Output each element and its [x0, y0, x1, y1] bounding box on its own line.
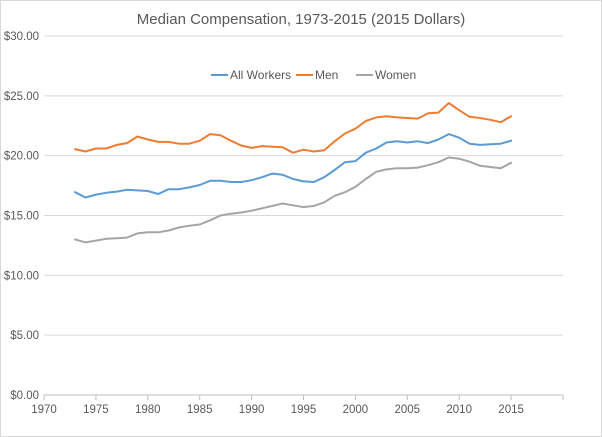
series-line-women	[74, 156, 513, 244]
legend-label: All Workers	[230, 68, 291, 82]
legend: All Workers Men Women	[211, 68, 416, 82]
x-tick-label: 2000	[343, 404, 369, 416]
x-tick-label: 1990	[239, 404, 265, 416]
y-tick-label: $20.00	[4, 151, 39, 163]
x-tick-label: 1980	[135, 404, 161, 416]
x-tick-label: 2015	[498, 404, 524, 416]
series-line-all-workers	[74, 133, 513, 199]
y-tick-label: $10.00	[4, 270, 39, 282]
y-tick-label: $0.00	[10, 390, 39, 402]
gridlines	[44, 35, 563, 396]
y-tick-label: $5.00	[10, 330, 39, 342]
series-line-men	[74, 102, 513, 154]
chart-title: Median Compensation, 1973-2015 (2015 Dol…	[137, 11, 466, 28]
x-tick-label: 1995	[291, 404, 317, 416]
x-tick-label: 2005	[395, 404, 421, 416]
legend-label: Women	[375, 68, 416, 82]
x-tick-label: 2010	[446, 404, 472, 416]
legend-label: Men	[315, 68, 338, 82]
x-axis-tick-labels: 1970 1975 1980 1985 1990 1995 2000 2005 2010 2015	[31, 395, 564, 416]
x-tick-label: 1975	[83, 404, 109, 416]
y-axis-tick-labels: $0.00 $5.00 $10.00 $15.00 $20.00 $25.00 $30.00	[4, 31, 39, 402]
x-tick-label: 1970	[31, 404, 57, 416]
x-tick-label: 1985	[187, 404, 213, 416]
y-tick-label: $30.00	[4, 31, 39, 43]
y-tick-label: $15.00	[4, 211, 39, 223]
series-lines	[74, 102, 513, 244]
y-tick-label: $25.00	[4, 91, 39, 103]
